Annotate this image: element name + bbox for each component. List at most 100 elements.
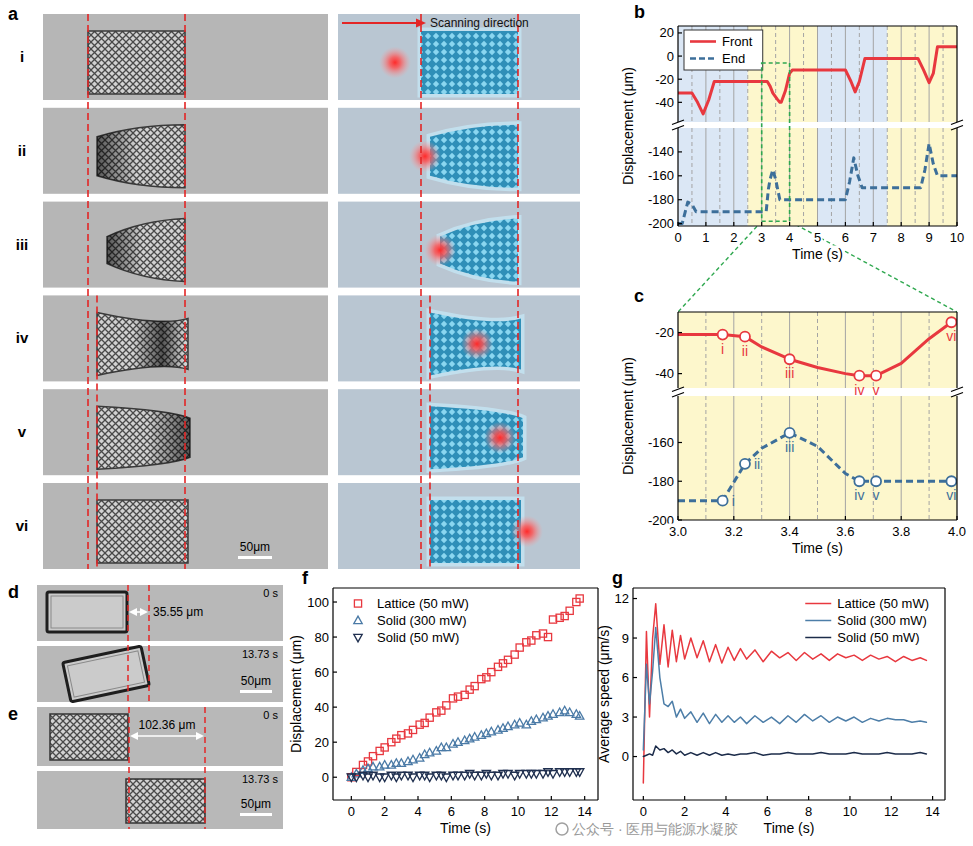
label-background bbox=[701, 230, 711, 246]
label-background bbox=[729, 230, 739, 246]
axis-line bbox=[677, 26, 678, 122]
time-band bbox=[678, 312, 957, 388]
lattice-image bbox=[97, 312, 188, 375]
legend-label: Solid (50 mW) bbox=[837, 630, 919, 645]
tick bbox=[333, 707, 337, 708]
scale-bar bbox=[240, 690, 272, 693]
minor-grid-line bbox=[691, 128, 692, 226]
axis-line bbox=[633, 587, 945, 588]
minor-grid-line bbox=[761, 396, 762, 520]
laser-spot bbox=[461, 328, 493, 360]
tick bbox=[891, 796, 892, 800]
data-point bbox=[483, 674, 490, 681]
reference-line bbox=[429, 295, 431, 569]
tick-label: 100 bbox=[307, 595, 329, 610]
legend: FrontEnd bbox=[684, 30, 763, 70]
tick-label: 3.4 bbox=[781, 524, 799, 539]
tick-label: -160 bbox=[648, 435, 674, 450]
schematic-background bbox=[338, 14, 580, 100]
grid-line bbox=[929, 26, 930, 122]
axis-line bbox=[677, 396, 678, 520]
axis-break bbox=[951, 120, 963, 130]
data-point bbox=[416, 721, 423, 728]
compression-shadow bbox=[97, 312, 188, 375]
time-band bbox=[818, 128, 888, 226]
tick-label: -20 bbox=[655, 72, 674, 87]
minor-grid-line bbox=[817, 312, 818, 388]
tick bbox=[789, 516, 790, 520]
data-line bbox=[643, 604, 926, 783]
panel-letter: b bbox=[634, 2, 645, 22]
data-point bbox=[433, 709, 440, 716]
tick-label: 3 bbox=[622, 710, 629, 725]
tick-label: 9 bbox=[622, 631, 629, 646]
minor-grid-line bbox=[929, 396, 930, 520]
annotation-point bbox=[740, 459, 750, 469]
distance-label: 35.55 μm bbox=[153, 605, 203, 619]
panel-letter: a bbox=[8, 4, 19, 24]
tick-label: 7 bbox=[870, 230, 877, 245]
plot-background bbox=[678, 312, 957, 388]
axis-line bbox=[944, 588, 945, 800]
tick bbox=[677, 222, 678, 226]
scan-arrow bbox=[342, 22, 418, 24]
reference-line bbox=[420, 14, 422, 569]
axis-line bbox=[678, 311, 957, 312]
scan-arrow-head bbox=[416, 19, 426, 28]
axis-line bbox=[678, 25, 957, 26]
row-label: ii bbox=[18, 142, 26, 159]
minor-grid-line bbox=[831, 128, 832, 226]
lattice-glow bbox=[430, 500, 521, 563]
label-background bbox=[812, 230, 822, 246]
legend-line bbox=[805, 637, 831, 639]
laser-spot bbox=[409, 140, 441, 172]
distance-arrow bbox=[131, 611, 146, 613]
axis-line bbox=[956, 312, 957, 388]
annotation-label: iv bbox=[854, 382, 864, 398]
axis-line bbox=[677, 312, 678, 388]
tick bbox=[733, 222, 734, 226]
data-line bbox=[678, 320, 957, 375]
distance-label: 102.36 μm bbox=[139, 718, 196, 732]
tick-label: 3 bbox=[758, 230, 765, 245]
tick bbox=[901, 516, 902, 520]
data-point bbox=[511, 651, 518, 658]
annotation-point bbox=[785, 428, 795, 438]
legend-label: Solid (300 mW) bbox=[377, 613, 467, 628]
time-label: 13.73 s bbox=[242, 648, 279, 660]
minor-grid-line bbox=[803, 128, 804, 226]
data-line bbox=[678, 144, 957, 224]
axis-line bbox=[956, 128, 957, 226]
tick-label: 8 bbox=[481, 804, 488, 819]
data-point bbox=[576, 595, 583, 602]
label-background bbox=[576, 804, 593, 820]
tick-label: 4 bbox=[414, 804, 421, 819]
legend-label: Solid (300 mW) bbox=[837, 613, 927, 628]
tick bbox=[333, 671, 337, 672]
label-background bbox=[948, 230, 965, 246]
tick-label: 3.6 bbox=[836, 524, 854, 539]
tick bbox=[678, 442, 682, 443]
annotation-label: iii bbox=[785, 439, 794, 455]
chart: 03691202468101214Time (s)Average speed (… bbox=[596, 568, 945, 837]
plot-area bbox=[678, 128, 957, 226]
tick bbox=[678, 151, 682, 152]
annotation-point bbox=[946, 476, 956, 486]
tick-label: 3.2 bbox=[725, 524, 743, 539]
zoom-connector bbox=[790, 221, 957, 312]
label-background bbox=[883, 804, 900, 820]
tick bbox=[384, 796, 385, 800]
grid-line bbox=[901, 312, 902, 388]
label-background bbox=[480, 804, 490, 820]
data-point bbox=[421, 719, 428, 726]
legend-box bbox=[684, 30, 763, 70]
axis-title: Displacement (μm) bbox=[620, 357, 636, 475]
reference-line bbox=[204, 707, 206, 829]
tick-label: -160 bbox=[648, 168, 674, 183]
tick-label: 4 bbox=[722, 804, 729, 819]
tick bbox=[351, 796, 352, 800]
scale-bar-label: 50μm bbox=[241, 797, 271, 811]
plot-background bbox=[678, 26, 957, 122]
data-point bbox=[549, 771, 557, 779]
reference-line bbox=[517, 14, 519, 569]
